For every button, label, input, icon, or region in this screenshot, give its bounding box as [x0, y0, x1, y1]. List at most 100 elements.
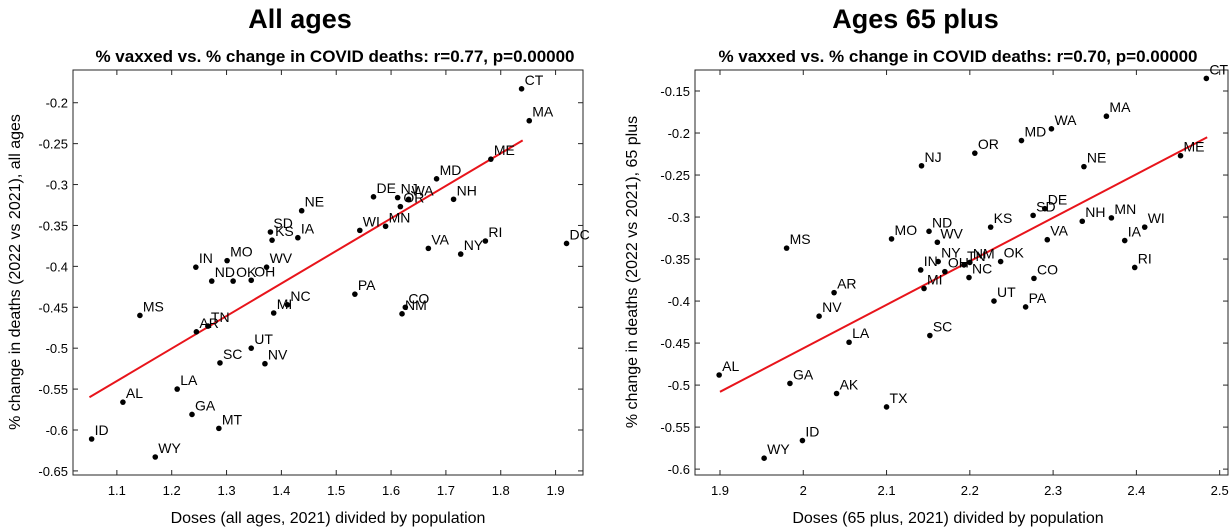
point-label-al: AL: [126, 385, 143, 401]
point-label-nj: NJ: [401, 181, 418, 197]
point-wv: [263, 264, 270, 270]
point-label-wv: WV: [270, 250, 293, 266]
point-ma: [1103, 113, 1110, 120]
point-me: [488, 156, 494, 162]
point-wi: [1141, 224, 1148, 230]
point-label-nd: ND: [932, 214, 952, 230]
point-label-ks: KS: [994, 210, 1013, 226]
point-label-wi: WI: [1148, 210, 1165, 226]
point-me: [1177, 152, 1184, 159]
point-label-va: VA: [1050, 223, 1068, 239]
x-tick-label: 1.8: [492, 483, 510, 498]
point-label-pa: PA: [358, 277, 376, 293]
right-panel-heading: Ages 65 plus: [832, 4, 999, 34]
plot-frame: [694, 69, 1229, 476]
point-label-ar: AR: [837, 276, 856, 292]
y-tick-label: -0.6: [668, 462, 690, 477]
x-tick-label: 2.4: [1127, 483, 1145, 498]
left-panel-heading: All ages: [248, 4, 352, 34]
y-tick-label: -0.55: [660, 420, 690, 435]
point-sd: [267, 229, 274, 235]
point-label-or: OR: [403, 190, 424, 206]
point-label-mn: MN: [1114, 201, 1136, 217]
point-label-me: ME: [1184, 139, 1205, 155]
point-label-oh: OH: [948, 255, 969, 271]
y-tick-label: -0.15: [660, 84, 690, 99]
point-ut: [248, 345, 255, 351]
point-al: [120, 399, 126, 405]
point-tx: [883, 404, 890, 410]
point-label-nv: NV: [822, 299, 842, 315]
point-co: [402, 304, 409, 311]
point-va: [425, 245, 432, 252]
x-tick-label: 1.5: [327, 483, 345, 498]
point-ak: [833, 390, 840, 397]
point-label-md: MD: [1024, 124, 1046, 140]
point-label-dc: DC: [570, 226, 590, 242]
y-tick-label: -0.65: [38, 464, 68, 479]
point-label-ia: IA: [301, 221, 315, 237]
point-ks: [269, 237, 275, 243]
x-tick-label: 2.5: [1211, 483, 1229, 498]
point-label-ri: RI: [488, 224, 502, 240]
point-dc: [563, 240, 570, 247]
point-tn: [205, 323, 211, 329]
point-label-wv: WV: [940, 225, 963, 241]
point-ks: [987, 224, 994, 230]
y-tick-label: -0.45: [38, 300, 68, 315]
point-ms: [137, 312, 143, 319]
point-tn: [961, 262, 967, 268]
point-label-de: DE: [377, 180, 396, 196]
point-nm: [967, 259, 973, 266]
point-label-nh: NH: [1085, 204, 1105, 220]
point-label-nj: NJ: [925, 149, 942, 165]
point-ne: [298, 207, 305, 214]
point-ne: [1081, 163, 1087, 170]
point-pa: [1022, 304, 1029, 310]
point-label-ar: AR: [199, 315, 218, 331]
point-ny: [935, 258, 941, 265]
point-ar: [193, 329, 200, 335]
x-tick-label: 2.3: [1044, 483, 1062, 498]
point-ri: [1131, 264, 1138, 271]
point-label-nv: NV: [268, 347, 288, 363]
point-label-sd: SD: [273, 215, 292, 231]
point-co: [1031, 275, 1037, 282]
x-axis-label: Doses (all ages, 2021) divided by popula…: [171, 510, 486, 527]
point-mo: [888, 236, 895, 242]
point-ok: [230, 278, 236, 284]
point-de: [370, 194, 377, 200]
point-label-tn: TN: [211, 309, 230, 325]
point-de: [1041, 205, 1048, 212]
point-label-ct: CT: [1209, 61, 1228, 77]
y-tick-label: -0.5: [46, 341, 68, 356]
point-wy: [761, 455, 767, 461]
point-label-ut: UT: [997, 284, 1016, 300]
x-tick-label: 1.2: [163, 483, 181, 498]
point-label-co: CO: [408, 290, 429, 306]
point-va: [1044, 236, 1051, 243]
point-pa: [352, 291, 358, 297]
point-label-va: VA: [431, 231, 449, 247]
point-in: [193, 264, 199, 270]
point-label-in: IN: [199, 250, 213, 266]
point-label-la: LA: [180, 372, 198, 388]
point-label-ct: CT: [525, 72, 544, 88]
point-label-ak: AK: [840, 376, 859, 392]
point-nd: [208, 278, 215, 284]
point-or: [397, 203, 404, 210]
point-label-mo: MO: [230, 244, 253, 260]
point-nd: [926, 228, 932, 235]
point-label-wi: WI: [363, 213, 380, 229]
point-label-wy: WY: [158, 440, 181, 456]
point-nh: [1079, 218, 1086, 225]
y-tick-label: -0.25: [660, 168, 690, 183]
x-tick-label: 1.6: [382, 483, 400, 498]
point-label-mn: MN: [389, 209, 411, 225]
y-tick-label: -0.35: [660, 252, 690, 267]
point-ny: [457, 251, 464, 257]
x-tick-label: 1.7: [437, 483, 455, 498]
point-label-ma: MA: [532, 104, 554, 120]
point-label-oh: OH: [254, 263, 275, 279]
point-mo: [224, 257, 230, 264]
